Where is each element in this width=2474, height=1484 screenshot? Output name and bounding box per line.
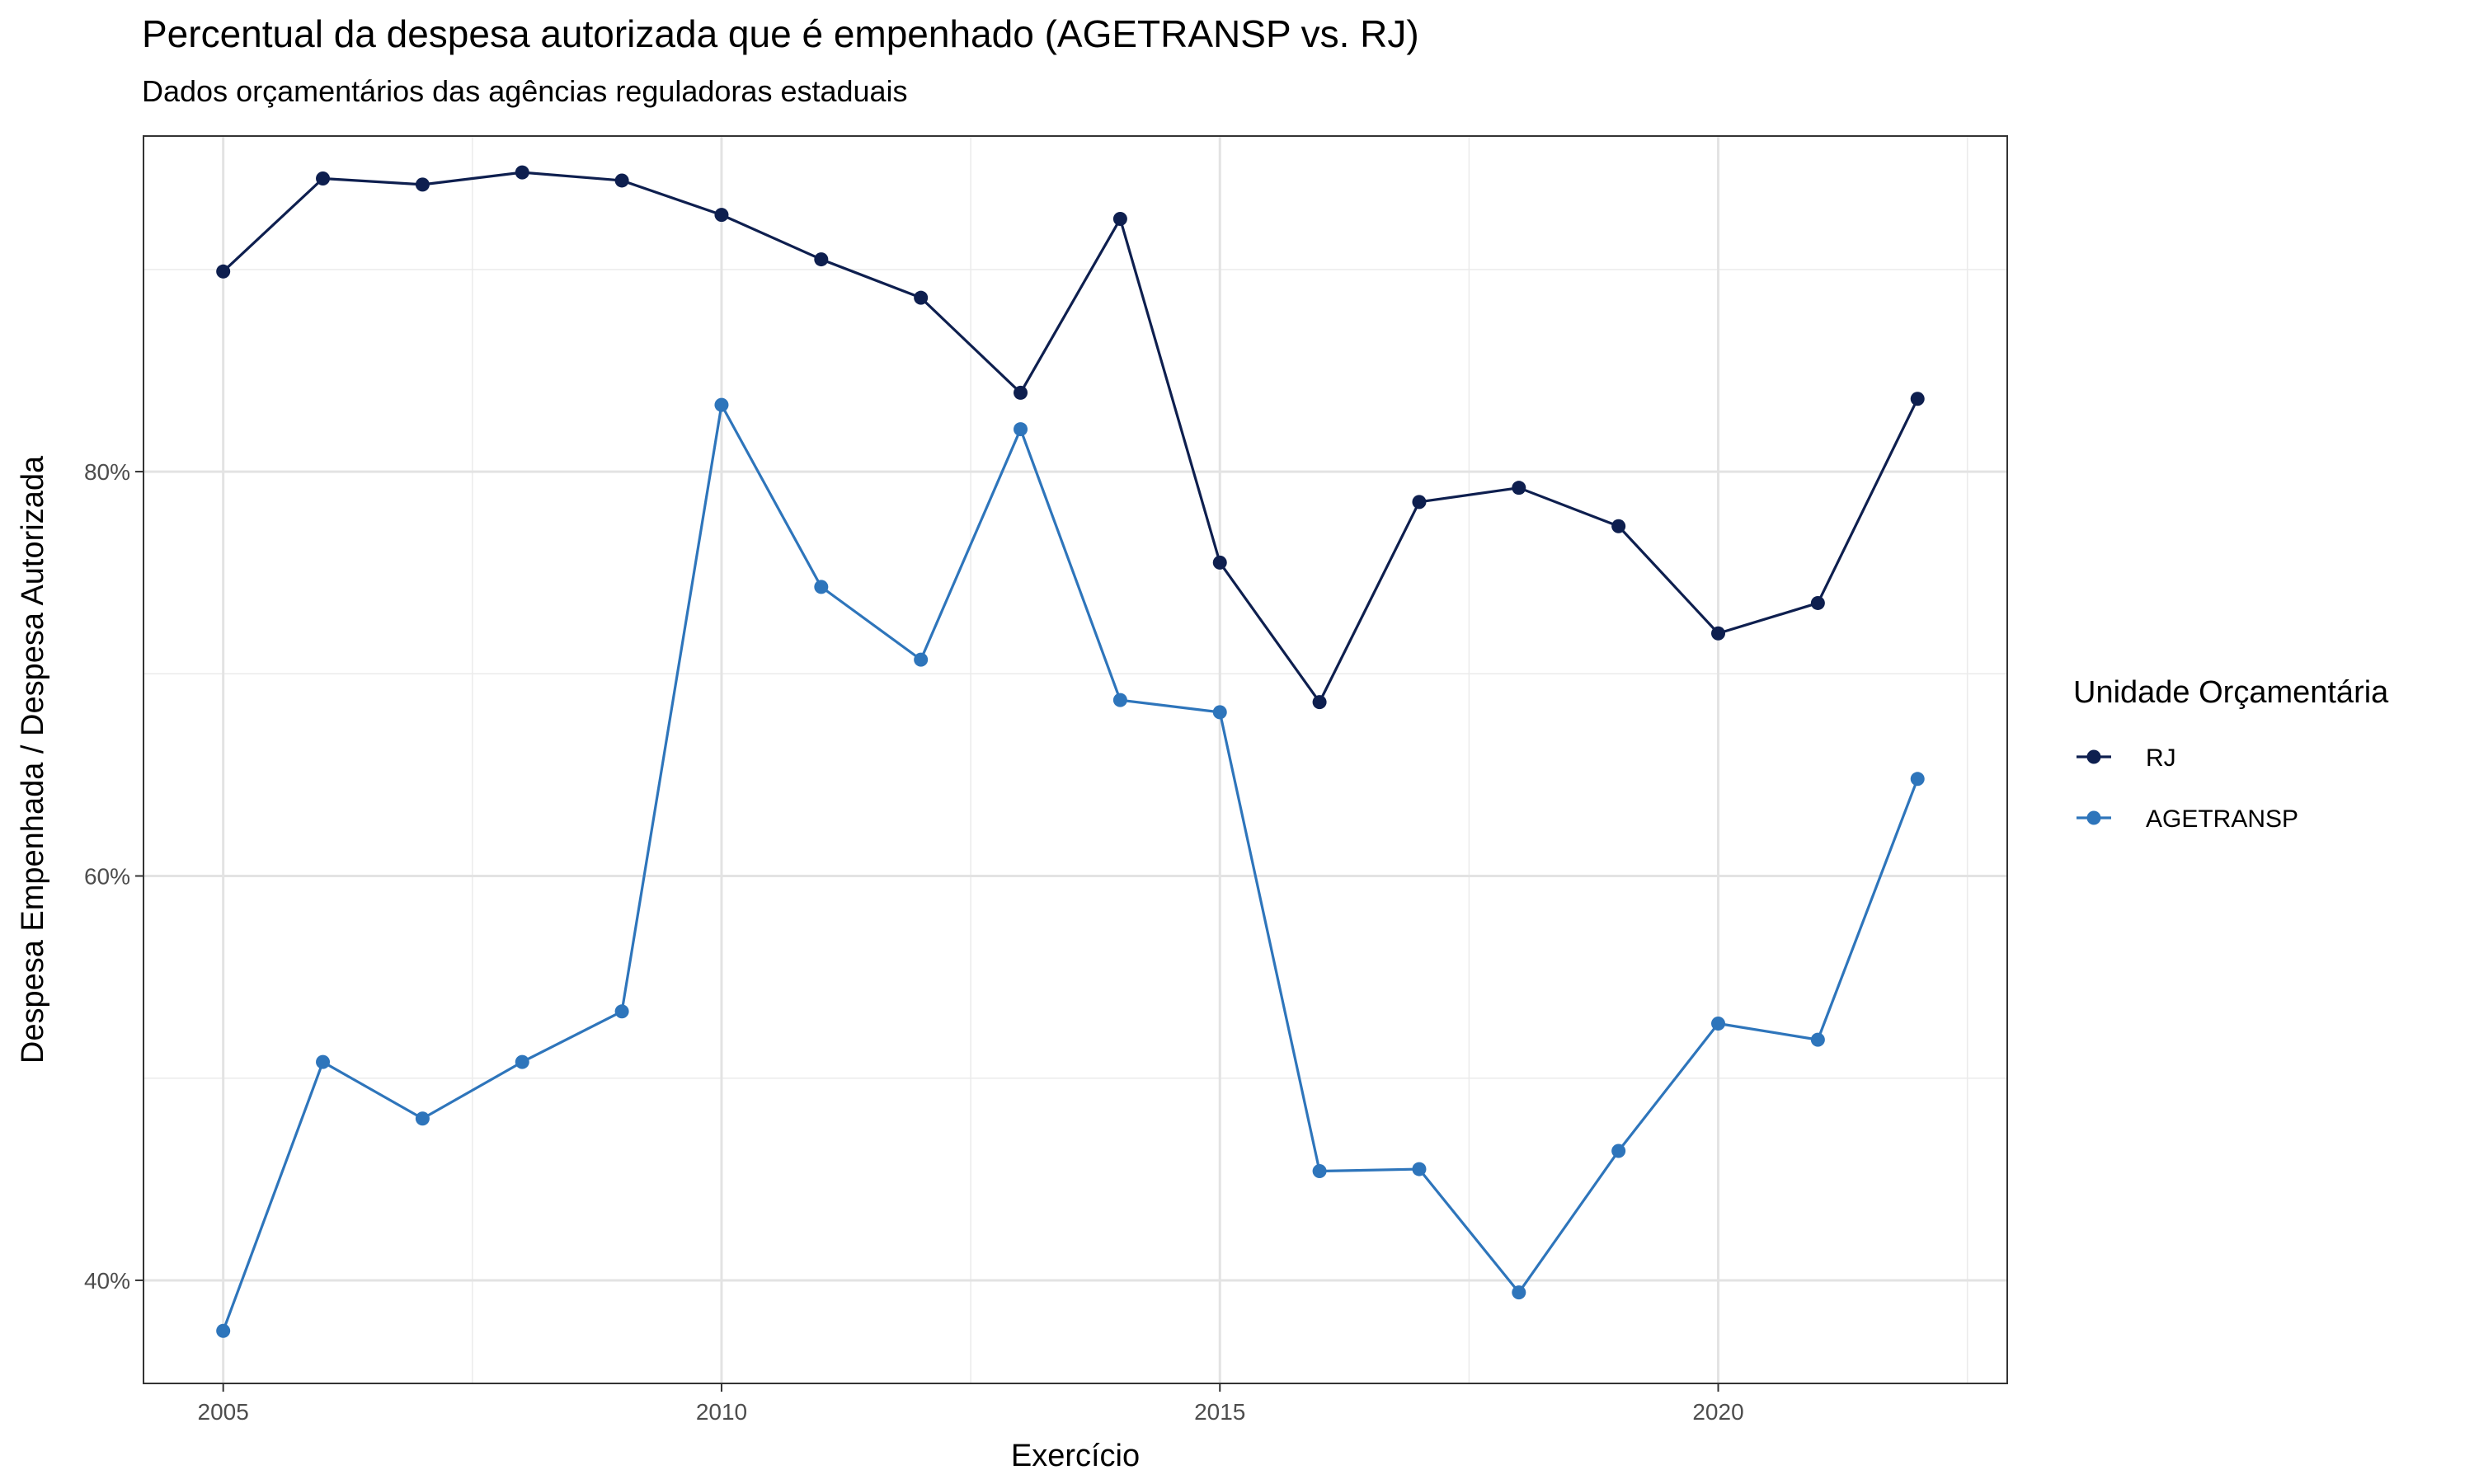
legend: Unidade Orçamentária RJ AGETRANSP <box>2073 675 2389 833</box>
data-point-agetransp <box>814 580 829 594</box>
series-line-agetransp <box>222 403 1919 1331</box>
legend-key-point <box>2086 810 2101 825</box>
legend-label: AGETRANSP <box>2146 805 2298 833</box>
data-point-rj <box>1810 595 1825 610</box>
data-point-rj <box>316 171 331 186</box>
data-point-agetransp <box>914 652 929 667</box>
y-axis-title: Despesa Empenhada / Despesa Autorizada <box>16 455 50 1064</box>
data-point-rj <box>1611 519 1626 533</box>
x-axis-title: Exercício <box>1011 1439 1140 1473</box>
data-point-rj <box>1212 555 1227 570</box>
data-point-rj <box>515 165 529 180</box>
plot-panel-border <box>143 135 2008 1384</box>
data-point-agetransp <box>1810 1032 1825 1047</box>
data-point-agetransp <box>415 1111 430 1126</box>
data-point-rj <box>1014 385 1028 400</box>
major-gridlines <box>143 136 2007 1383</box>
data-point-agetransp <box>1512 1285 1526 1300</box>
data-point-agetransp <box>316 1054 331 1069</box>
data-point-rj <box>614 173 629 188</box>
y-axis-ticks: 40% 60% 80% <box>84 459 143 1294</box>
x-tick-label: 2005 <box>198 1399 249 1425</box>
x-axis-ticks: 2005 2010 2015 2020 <box>198 1383 1744 1425</box>
data-point-agetransp <box>515 1054 529 1069</box>
chart-title: Percentual da despesa autorizada que é e… <box>142 12 1419 55</box>
data-point-agetransp <box>1611 1144 1626 1158</box>
x-tick-label: 2010 <box>696 1399 747 1425</box>
chart-subtitle: Dados orçamentários das agências regulad… <box>142 74 908 108</box>
data-point-rj <box>714 208 729 223</box>
data-point-rj <box>216 264 231 279</box>
legend-title: Unidade Orçamentária <box>2073 675 2389 710</box>
minor-gridlines <box>143 136 2007 1383</box>
y-tick-label: 40% <box>84 1268 130 1294</box>
data-point-rj <box>1512 481 1526 495</box>
legend-label: RJ <box>2146 744 2176 772</box>
data-point-agetransp <box>1014 422 1028 437</box>
y-tick-label: 80% <box>84 459 130 485</box>
data-point-rj <box>914 290 929 305</box>
data-point-rj <box>1711 626 1726 641</box>
legend-key-point <box>2086 749 2101 764</box>
x-tick-label: 2020 <box>1692 1399 1743 1425</box>
data-point-agetransp <box>1711 1017 1726 1031</box>
data-point-agetransp <box>1910 772 1925 787</box>
data-point-rj <box>1910 392 1925 406</box>
series-layer <box>216 165 1925 1338</box>
data-point-rj <box>1312 695 1327 710</box>
data-point-agetransp <box>216 1323 231 1338</box>
data-point-rj <box>814 252 829 267</box>
data-point-agetransp <box>1112 693 1127 707</box>
series-line-rj <box>222 171 1919 704</box>
data-point-agetransp <box>714 397 729 412</box>
x-tick-label: 2015 <box>1194 1399 1245 1425</box>
data-point-agetransp <box>614 1004 629 1019</box>
data-point-agetransp <box>1412 1162 1427 1176</box>
data-point-agetransp <box>1312 1164 1327 1179</box>
data-point-rj <box>415 177 430 192</box>
y-tick-label: 60% <box>84 864 130 890</box>
data-point-rj <box>1412 495 1427 510</box>
data-point-rj <box>1112 212 1127 227</box>
data-point-agetransp <box>1212 705 1227 720</box>
